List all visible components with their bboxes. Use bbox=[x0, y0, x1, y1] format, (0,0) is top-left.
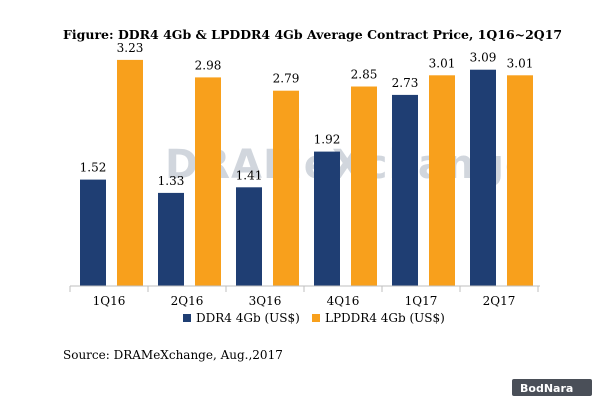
x-tick-label: 2Q16 bbox=[171, 294, 204, 308]
data-label: 1.52 bbox=[80, 161, 107, 175]
ddr4-bar-2q17 bbox=[470, 69, 496, 286]
lpddr4-legend-swatch bbox=[312, 314, 320, 322]
bodnara-logo: BodNara bbox=[512, 379, 592, 396]
lpddr4-bar-3q16 bbox=[273, 90, 299, 286]
logo-text: BodNara bbox=[520, 382, 573, 395]
ddr4-bar-3q16 bbox=[236, 187, 262, 286]
ddr4-bar-1q17 bbox=[392, 94, 418, 287]
x-tick-label: 3Q16 bbox=[249, 294, 282, 308]
lpddr4-bar-4q16 bbox=[351, 86, 377, 286]
lpddr4-legend-label: LPDDR4 4Gb (US$) bbox=[325, 311, 445, 325]
data-label: 1.92 bbox=[314, 133, 341, 147]
lpddr4-bar-2q16 bbox=[195, 77, 221, 287]
x-tick-label: 4Q16 bbox=[327, 294, 360, 308]
data-label: 1.33 bbox=[158, 174, 185, 188]
legend: DDR4 4Gb (US$) LPDDR4 4Gb (US$) bbox=[183, 311, 445, 325]
data-label: 2.98 bbox=[195, 58, 222, 72]
data-label: 2.79 bbox=[273, 72, 300, 86]
x-tick-label: 1Q17 bbox=[405, 294, 438, 308]
data-label: 3.01 bbox=[429, 56, 456, 70]
data-label: 3.23 bbox=[117, 41, 144, 55]
plot-area: 1.52 3.23 1Q16 1.33 2.98 2Q16 1.41 2.79 3Q16 1.92… bbox=[69, 41, 539, 308]
data-label: 3.09 bbox=[470, 51, 497, 65]
data-label: 3.01 bbox=[507, 56, 534, 70]
data-label: 2.85 bbox=[351, 68, 378, 82]
x-tick-label: 1Q16 bbox=[93, 294, 126, 308]
lpddr4-bar-1q17 bbox=[429, 75, 455, 286]
ddr4-legend-label: DDR4 4Gb (US$) bbox=[196, 311, 300, 325]
data-label: 2.73 bbox=[392, 76, 419, 90]
data-label: 1.41 bbox=[236, 168, 263, 182]
chart-title: Figure: DDR4 4Gb & LPDDR4 4Gb Average Co… bbox=[63, 27, 562, 42]
lpddr4-bar-1q16 bbox=[117, 59, 143, 287]
source-note: Source: DRAMeXchange, Aug.,2017 bbox=[63, 348, 283, 362]
ddr4-bar-2q16 bbox=[158, 192, 184, 286]
ddr4-legend-swatch bbox=[183, 314, 191, 322]
ddr4-bar-4q16 bbox=[314, 151, 340, 286]
ddr4-bar-1q16 bbox=[80, 179, 106, 286]
lpddr4-bar-2q17 bbox=[507, 75, 533, 286]
x-tick-label: 2Q17 bbox=[483, 294, 516, 308]
